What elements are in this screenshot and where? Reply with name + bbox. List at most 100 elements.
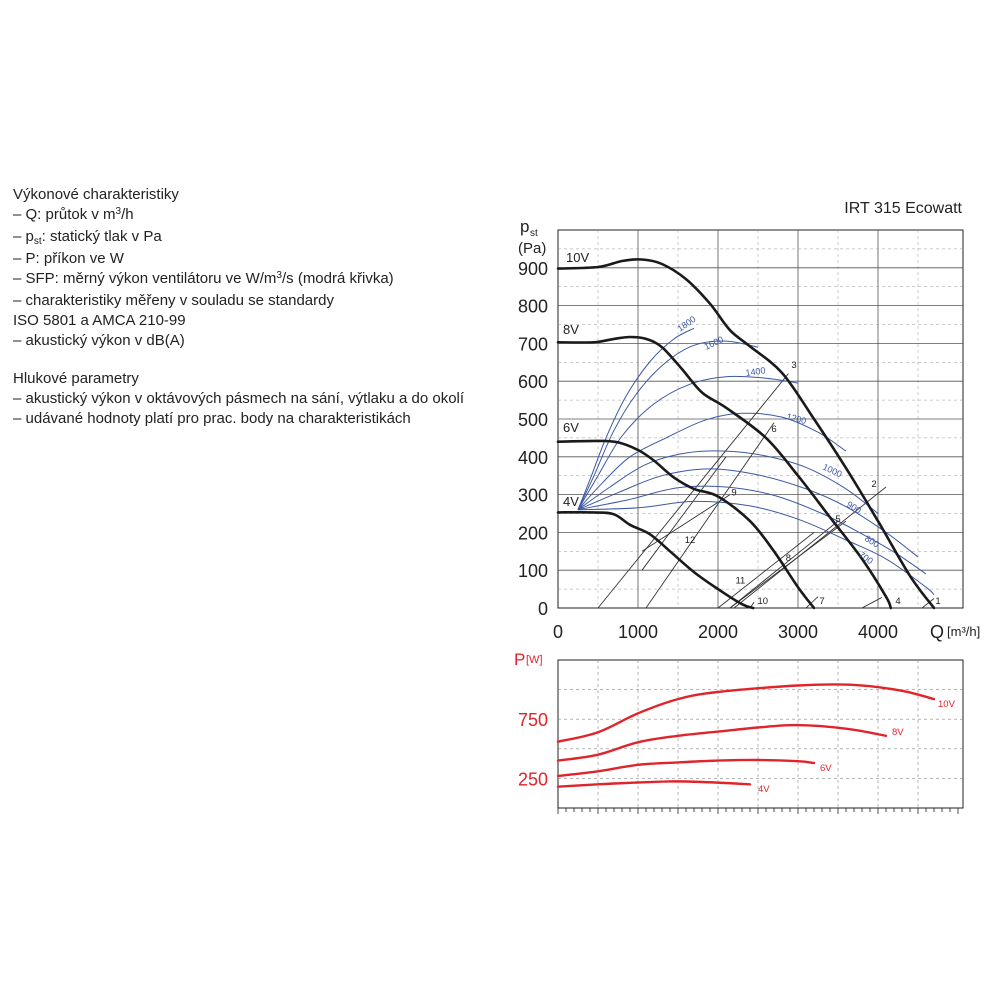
sfp-curve-900: [577, 468, 919, 558]
power-curve-label: 8V: [892, 727, 904, 738]
legend-block: Výkonové charakteristiky – Q: průtok v m…: [13, 185, 493, 429]
legend-text: /s (modrá křivka): [281, 270, 394, 287]
system-curve-8: [729, 520, 847, 609]
x-tick-label: 4000: [858, 622, 898, 642]
legend-performance-item: – P: příkon ve W: [13, 249, 493, 269]
system-curve-11: [717, 532, 815, 609]
operating-point-label: 10: [758, 596, 769, 607]
power-curve-label: 10V: [938, 699, 956, 710]
power-curve-4V: [556, 780, 752, 788]
operating-point-label: 6: [771, 424, 776, 435]
legend-noise-list: – akustický výkon v oktávových pásmech n…: [13, 389, 493, 429]
legend-text: /h: [121, 206, 134, 223]
system-curve-3: [597, 373, 789, 609]
fan-curve-6V: [556, 439, 816, 610]
sfp-label: 1200: [785, 411, 807, 426]
system-curve-7: [805, 596, 819, 609]
legend-superscript: 3: [115, 206, 122, 217]
operating-point-label: 3: [791, 360, 796, 371]
legend-noise-item: – udávané hodnoty platí pro prac. body n…: [13, 409, 493, 429]
y-axis-label: p: [520, 217, 529, 236]
sfp-curve-1000: [577, 450, 879, 514]
fan-curve-10V: [556, 258, 936, 610]
sfp-curve-1200: [577, 412, 847, 511]
legend-text: ISO 5801 a AMCA 210-99: [13, 312, 186, 329]
sfp-label: 1800: [675, 314, 697, 334]
power-curve-6V: [556, 758, 816, 778]
x-tick-label: 2000: [698, 622, 738, 642]
power-curve-label: 4V: [758, 784, 770, 795]
y-tick-label: 600: [518, 372, 548, 392]
fan-curve-label: 10V: [566, 250, 589, 265]
legend-text: – akustický výkon v oktávových pásmech n…: [13, 390, 465, 407]
x-axis-label: Q: [930, 622, 944, 642]
system-curve-4: [861, 597, 883, 609]
sfp-curve-1600: [577, 340, 759, 510]
power-curves: [556, 683, 936, 788]
legend-text: – Q: průtok v m: [13, 206, 116, 223]
x-tick-label: 3000: [778, 622, 818, 642]
y-tick-label: 700: [518, 334, 548, 354]
fan-curve-8V: [556, 335, 893, 610]
sfp-curve-1800: [577, 327, 695, 510]
x-axis-unit: [m³/h]: [947, 624, 980, 639]
power-tick-label: 250: [518, 769, 548, 789]
system-curve-12: [641, 456, 727, 571]
legend-subscript: st: [33, 236, 42, 247]
operating-point-label: 1: [935, 596, 940, 607]
legend-performance-item: – akustický výkon v dB(A): [13, 331, 493, 351]
power-axis-unit: [W]: [526, 654, 543, 666]
legend-text: – udávané hodnoty platí pro prac. body n…: [13, 410, 411, 427]
fan-curve-label: 8V: [563, 322, 579, 337]
operating-point-label: 7: [819, 596, 824, 607]
operating-point-label: 11: [735, 575, 745, 586]
legend-text: : statický tlak v Pa: [41, 228, 162, 245]
operating-point-label: 12: [685, 535, 696, 546]
operating-point-label: 4: [895, 596, 900, 607]
y-tick-label: 100: [518, 561, 548, 581]
power-frame: [557, 659, 964, 809]
sfp-curve-800: [577, 485, 927, 575]
system-curve-2: [733, 486, 887, 609]
y-tick-label: 900: [518, 259, 548, 279]
power-curve-10V: [556, 683, 936, 743]
sfp-label: 1400: [745, 365, 766, 378]
legend-text: – P: příkon ve W: [13, 250, 124, 267]
legend-noise-item: – akustický výkon v oktávových pásmech n…: [13, 389, 493, 409]
legend-heading-noise: Hlukové parametry: [13, 370, 139, 387]
sfp-label: 1600: [703, 334, 725, 352]
y-tick-label: 800: [518, 297, 548, 317]
system-curve-6: [645, 422, 775, 609]
operating-point-label: 9: [731, 487, 736, 498]
power-curve-8V: [556, 723, 888, 762]
legend-text: – akustický výkon v dB(A): [13, 332, 185, 349]
fan-curve-label: 4V: [563, 494, 579, 509]
legend-performance-item: – SFP: měrný výkon ventilátoru ve W/m3/s…: [13, 269, 493, 291]
power-curve-label: 6V: [820, 763, 832, 774]
operating-point-label: 8: [786, 553, 791, 564]
legend-performance-item: – Q: průtok v m3/h: [13, 205, 493, 227]
operating-point-label: 2: [871, 479, 876, 490]
y-tick-label: 300: [518, 486, 548, 506]
legend-performance-list: – Q: průtok v m3/h – pst: statický tlak v…: [13, 205, 493, 351]
sfp-curve-1400: [577, 375, 799, 510]
fan-curves: [556, 258, 936, 610]
operating-point-label: 5: [835, 514, 840, 525]
y-tick-label: 0: [538, 599, 548, 619]
legend-heading-performance: Výkonové charakteristiky: [13, 186, 179, 203]
legend-text: – p: [13, 228, 34, 245]
sfp-curve-700: [577, 500, 935, 596]
x-tick-label: 1000: [618, 622, 658, 642]
sfp-curves: [577, 327, 935, 596]
y-axis-label-subscript: st: [530, 228, 538, 239]
power-tick-label: 750: [518, 710, 548, 730]
y-axis-unit: (Pa): [518, 240, 546, 257]
y-tick-label: 400: [518, 448, 548, 468]
main-grid: [557, 229, 964, 609]
x-tick-label: 0: [553, 622, 563, 642]
chart-title: IRT 315 Ecowatt: [844, 200, 962, 217]
legend-superscript: 3: [276, 270, 282, 281]
legend-text: – charakteristiky měřeny v souladu se st…: [13, 292, 334, 309]
